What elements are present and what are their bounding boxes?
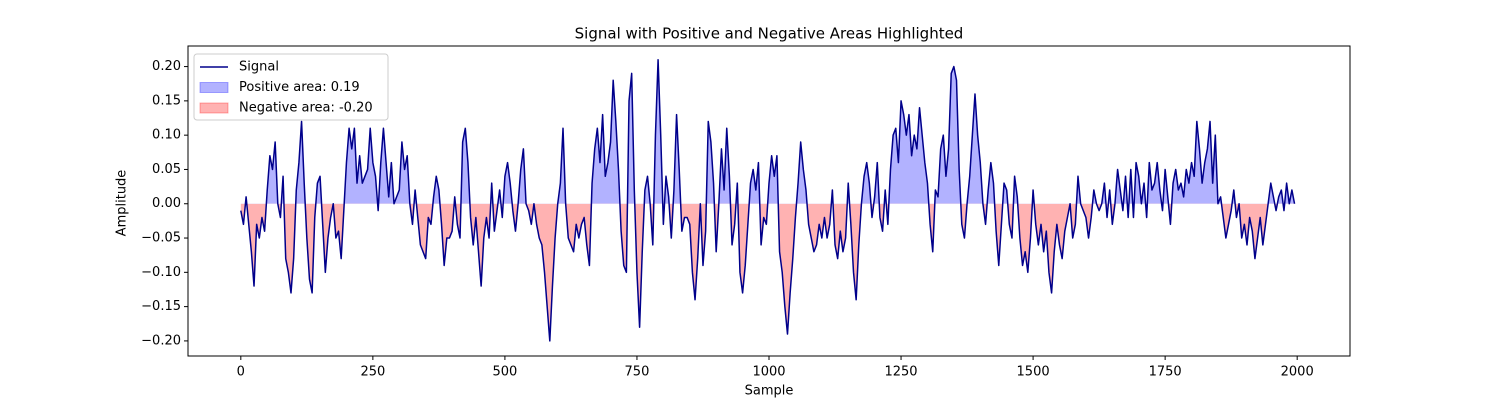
legend-label: Negative area: -0.20 [239,101,373,116]
legend-label: Signal [239,60,279,75]
legend-swatch [199,102,229,114]
x-axis-label: Sample [745,384,794,399]
y-tick-label: 0.15 [152,93,181,108]
plot-area [240,58,1296,342]
signal-line [240,58,1296,342]
y-tick-label: −0.05 [141,231,181,246]
y-tick-label: −0.15 [141,299,181,314]
x-tick-label: 500 [492,365,517,380]
y-tick-label: 0.10 [152,128,181,143]
legend-box [193,53,389,121]
x-tick-label: 2000 [1281,365,1314,380]
y-tick-label: 0.20 [152,59,181,74]
axes-frame [187,45,1351,357]
x-tick-label: 1500 [1017,365,1050,380]
x-tick-label: 1250 [884,365,917,380]
legend: Signal Positive area: 0.19 Negative area: … [193,53,389,121]
chart-title: Signal with Positive and Negative Areas … [575,25,964,43]
legend-swatch [199,82,229,93]
x-tick-label: 1000 [752,365,785,380]
area-fill [240,59,1295,204]
legend-label: Positive area: 0.19 [239,80,360,95]
y-tick-label: −0.10 [141,265,181,280]
x-tick-label: 0 [237,365,245,380]
y-tick-label: −0.20 [141,333,181,348]
x-tick-label: 250 [360,365,385,380]
x-tick-label: 750 [625,365,650,380]
x-tick-label: 1750 [1149,365,1182,380]
y-tick-label: 0.05 [152,162,181,177]
area-fill [240,203,1285,341]
y-tick-label: 0.00 [152,196,181,211]
y-axis-label: Amplitude [115,170,130,237]
